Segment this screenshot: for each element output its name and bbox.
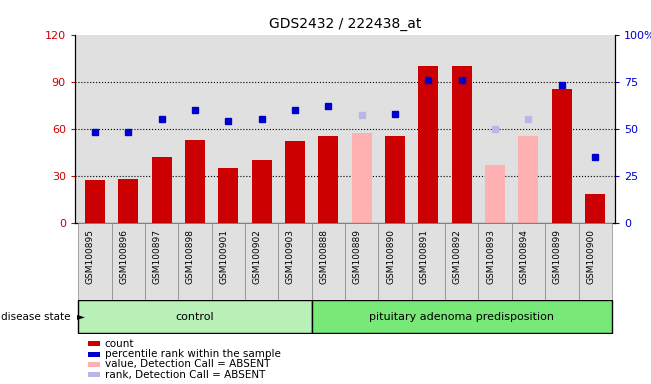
Bar: [312, 300, 612, 333]
Bar: [378, 223, 411, 300]
Text: GSM100902: GSM100902: [253, 229, 262, 284]
Bar: [318, 136, 339, 223]
Text: GSM100895: GSM100895: [86, 229, 95, 284]
Bar: [545, 223, 579, 300]
Bar: [178, 223, 212, 300]
Text: GSM100891: GSM100891: [419, 229, 428, 284]
Text: GSM100896: GSM100896: [119, 229, 128, 284]
Bar: [279, 223, 312, 300]
Text: GDS2432 / 222438_at: GDS2432 / 222438_at: [269, 17, 421, 31]
Bar: [419, 66, 438, 223]
Bar: [312, 223, 345, 300]
Bar: [111, 223, 145, 300]
Text: rank, Detection Call = ABSENT: rank, Detection Call = ABSENT: [105, 370, 265, 380]
Text: GSM100900: GSM100900: [586, 229, 595, 284]
Text: GSM100899: GSM100899: [553, 229, 562, 284]
Text: GSM100892: GSM100892: [452, 229, 462, 284]
Bar: [552, 89, 572, 223]
Text: GSM100894: GSM100894: [519, 229, 529, 284]
Text: pituitary adenoma predisposition: pituitary adenoma predisposition: [369, 312, 554, 322]
Bar: [585, 195, 605, 223]
Text: GSM100901: GSM100901: [219, 229, 229, 284]
Bar: [512, 223, 545, 300]
Text: GSM100903: GSM100903: [286, 229, 295, 284]
Text: count: count: [105, 339, 134, 349]
Bar: [252, 160, 271, 223]
Bar: [118, 179, 138, 223]
Bar: [78, 300, 312, 333]
Bar: [218, 168, 238, 223]
Bar: [352, 133, 372, 223]
Bar: [445, 223, 478, 300]
Text: GSM100898: GSM100898: [186, 229, 195, 284]
Bar: [145, 223, 178, 300]
Bar: [478, 223, 512, 300]
Text: GSM100889: GSM100889: [353, 229, 362, 284]
Bar: [452, 66, 472, 223]
Text: GSM100890: GSM100890: [386, 229, 395, 284]
Bar: [245, 223, 279, 300]
Text: percentile rank within the sample: percentile rank within the sample: [105, 349, 281, 359]
Bar: [212, 223, 245, 300]
Bar: [152, 157, 172, 223]
Bar: [345, 223, 378, 300]
Bar: [85, 180, 105, 223]
Bar: [78, 223, 111, 300]
Text: value, Detection Call = ABSENT: value, Detection Call = ABSENT: [105, 359, 270, 369]
Text: GSM100888: GSM100888: [320, 229, 328, 284]
Bar: [285, 141, 305, 223]
Text: GSM100893: GSM100893: [486, 229, 495, 284]
Bar: [485, 165, 505, 223]
Bar: [518, 136, 538, 223]
Bar: [411, 223, 445, 300]
Bar: [185, 140, 205, 223]
Text: control: control: [176, 312, 214, 322]
Text: GSM100897: GSM100897: [152, 229, 161, 284]
Bar: [579, 223, 612, 300]
Bar: [385, 136, 405, 223]
Text: disease state  ►: disease state ►: [1, 312, 85, 322]
